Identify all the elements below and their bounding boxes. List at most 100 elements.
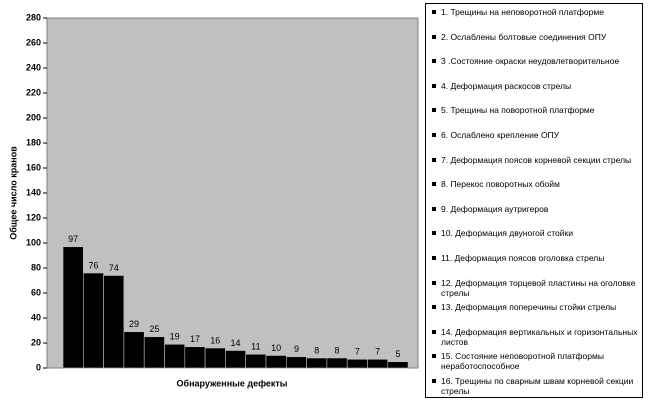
legend-label: 6. Ослаблено крепление ОПУ [441,129,560,140]
y-tick-label: 180 [26,137,41,147]
bar [306,357,328,369]
legend-entry: 5. Трещины на поворотной платформе [432,105,638,130]
legend: 1. Трещины на неповоротной платформе 2. О… [425,3,643,398]
x-axis-label: Обнаруженные дефекты [177,378,288,388]
legend-label: 7. Деформация поясов корневой секции стр… [441,154,632,165]
value-label: 29 [129,319,139,329]
legend-entry: 2. Ослаблены болтовые соединения ОПУ [432,32,638,57]
value-label: 16 [210,335,220,345]
legend-label: 11. Деформация поясов оголовка стрелы [441,252,605,263]
legend-entry: 3 .Состояние окраски неудовлетворительно… [432,56,638,81]
y-tick-label: 100 [26,237,41,247]
legend-key [432,354,436,359]
y-tick-label: 160 [26,162,41,172]
legend-key [432,10,436,14]
legend-label: 9. Деформация аутригеров [441,203,549,214]
legend-entry: 12. Деформация торцевой пластины на огол… [432,278,638,303]
y-tick-label: 20 [31,337,41,347]
bar [103,275,125,369]
legend-key [432,255,436,260]
value-label: 97 [68,234,78,244]
legend-key [432,59,436,64]
legend-entry: 14. Деформация вертикальных и горизонтал… [432,327,638,352]
legend-entry: 4. Деформация раскосов стрелы [432,81,638,106]
y-tick-label: 0 [36,362,41,372]
value-label: 7 [375,347,380,357]
bar [184,346,206,369]
legend-entry: 1. Трещины на неповоротной платформе [432,7,638,32]
bar [164,343,186,369]
legend-label: 13. Деформация поперечины стойки стрелы [441,302,617,313]
legend-entry: 6. Ослаблено крепление ОПУ [432,130,638,155]
value-label: 14 [231,338,241,348]
legend-label: 8. Перекос поворотных обойм [441,179,560,190]
bar [204,347,226,369]
legend-entry: 8. Перекос поворотных обойм [432,179,638,204]
bar [326,357,348,369]
legend-label: 12. Деформация торцевой пластины на огол… [441,277,636,298]
legend-label: 4. Деформация раскосов стрелы [441,80,572,91]
legend-key [432,329,436,334]
bar [245,353,267,369]
y-tick-label: 220 [26,87,41,97]
bar [62,246,84,369]
legend-key [432,182,436,187]
legend-key [432,132,436,137]
bar [265,355,287,369]
legend-key [432,34,436,39]
y-tick-label: 240 [26,62,41,72]
y-tick-label: 280 [26,12,41,22]
value-label: 25 [149,324,159,334]
value-label: 7 [355,347,360,357]
legend-label: 2. Ослаблены болтовые соединения ОПУ [441,31,607,42]
legend-label: 15. Состояние неповоротной платформы нер… [441,351,604,372]
legend-label: 5. Трещины на поворотной платформе [441,105,595,116]
legend-key [432,231,436,236]
value-label: 5 [395,349,400,359]
legend-key [432,83,436,88]
value-label: 10 [271,343,281,353]
y-tick-label: 260 [26,37,41,47]
value-label: 17 [190,334,200,344]
bar [285,356,307,369]
legend-entry: 11. Деформация поясов оголовка стрелы [432,253,638,278]
legend-entry: 15. Состояние неповоротной платформы нер… [432,351,638,376]
bar [143,336,165,369]
legend-key [432,206,436,211]
legend-key [432,157,436,162]
y-axis-label: Общее число кранов [8,146,18,240]
bar [346,358,368,369]
bar [387,361,409,369]
legend-key [432,108,436,113]
value-label: 9 [294,344,299,354]
legend-entry: 10. Деформация двуногой стойки [432,228,638,253]
legend-entry: 9. Деформация аутригеров [432,204,638,229]
legend-key [432,378,436,383]
y-tick-label: 200 [26,112,41,122]
legend-key [432,305,436,310]
value-label: 19 [170,332,180,342]
value-label: 8 [335,345,340,355]
value-label: 11 [251,342,260,352]
value-label: 74 [109,263,119,273]
legend-label: 10. Деформация двуногой стойки [441,228,573,239]
legend-entry: 7. Деформация поясов корневой секции стр… [432,155,638,180]
legend-label: 3 .Состояние окраски неудовлетворительно… [441,56,620,67]
y-tick-label: 80 [31,262,41,272]
legend-entry: 13. Деформация поперечины стойки стрелы [432,302,638,327]
legend-label: 14. Деформация вертикальных и горизонтал… [441,326,638,347]
value-label: 76 [88,260,98,270]
y-tick-label: 120 [26,212,41,222]
y-tick-label: 140 [26,187,41,197]
y-tick-label: 40 [31,312,41,322]
bar [83,272,104,369]
legend-label: 16. Трещины по сварным швам корневой сек… [441,375,634,396]
bar [367,358,389,369]
legend-label: 1. Трещины на неповоротной платформе [441,7,604,17]
y-tick-label: 60 [31,287,41,297]
legend-key [432,280,436,285]
bar [225,350,246,369]
legend-entry: 16. Трещины по сварным швам корневой сек… [432,376,638,401]
